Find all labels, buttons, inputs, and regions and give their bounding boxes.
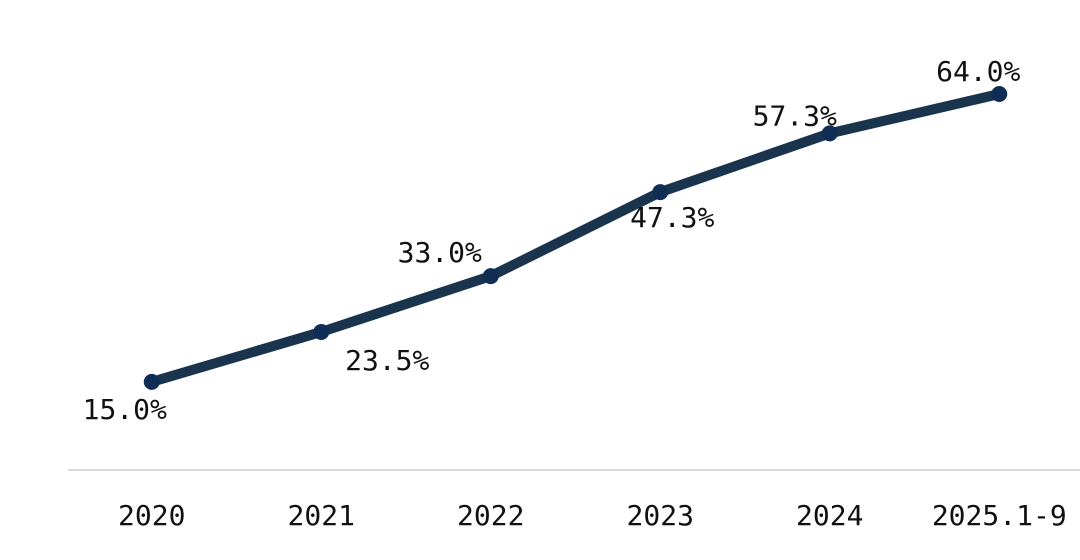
- point: [143, 373, 160, 390]
- point: [482, 268, 499, 285]
- data-label: 15.0%: [83, 393, 167, 426]
- x-tick-label: 2023: [627, 499, 694, 532]
- data-label: 23.5%: [345, 344, 429, 377]
- line: [146, 89, 1005, 387]
- point: [991, 86, 1008, 102]
- x-tick-label: 2022: [457, 499, 524, 532]
- point: [821, 125, 838, 142]
- point: [313, 323, 330, 340]
- point: [652, 184, 669, 201]
- x-tick-label: 2020: [118, 499, 185, 532]
- x-tick-label: 2021: [288, 499, 355, 532]
- data-label: 47.3%: [630, 201, 714, 234]
- x-tick-label: 2025.1-9: [932, 499, 1067, 532]
- x-tick-label: 2024: [796, 499, 863, 532]
- data-label: 33.0%: [398, 236, 482, 269]
- data-label: 64.0%: [936, 55, 1020, 88]
- data-label: 57.3%: [753, 99, 837, 132]
